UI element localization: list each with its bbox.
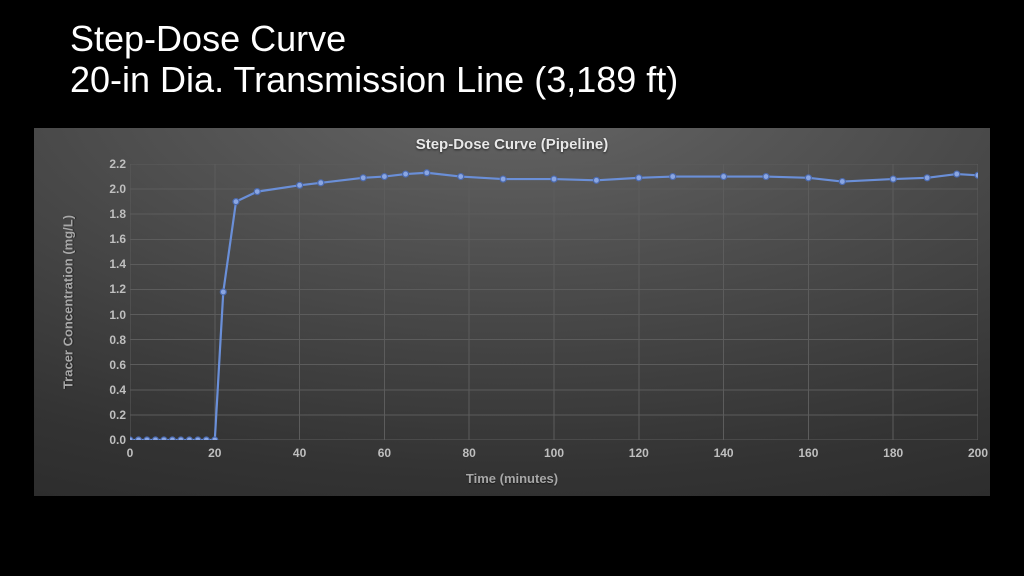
y-tick-label: 1.0	[86, 308, 126, 322]
chart-title: Step-Dose Curve (Pipeline)	[34, 136, 990, 153]
x-tick-label: 0	[127, 446, 134, 460]
y-tick-label: 1.2	[86, 282, 126, 296]
x-tick-label: 20	[208, 446, 221, 460]
y-tick-label: 2.0	[86, 182, 126, 196]
y-tick-label: 1.6	[86, 232, 126, 246]
title-line-1: Step-Dose Curve	[70, 18, 678, 59]
x-tick-label: 120	[629, 446, 649, 460]
x-tick-label: 180	[883, 446, 903, 460]
plot-area	[130, 164, 978, 440]
y-tick-label: 0.0	[86, 433, 126, 447]
x-tick-label: 200	[968, 446, 988, 460]
plot-svg	[130, 164, 978, 440]
x-tick-label: 60	[378, 446, 391, 460]
x-tick-label: 160	[798, 446, 818, 460]
chart-card: Step-Dose Curve (Pipeline) 0.0 0.2 0.4 0.6 0…	[34, 128, 990, 496]
gridlines	[130, 164, 978, 440]
x-axis-label: Time (minutes)	[34, 471, 990, 486]
y-tick-label: 0.2	[86, 408, 126, 422]
x-tick-label: 100	[544, 446, 564, 460]
slide: Step-Dose Curve 20-in Dia. Transmission …	[0, 0, 1024, 576]
y-tick-label: 0.4	[86, 383, 126, 397]
slide-title: Step-Dose Curve 20-in Dia. Transmission …	[70, 18, 678, 101]
y-tick-label: 2.2	[86, 157, 126, 171]
x-tick-label: 80	[463, 446, 476, 460]
y-tick-label: 1.8	[86, 207, 126, 221]
y-tick-label: 0.8	[86, 333, 126, 347]
x-tick-label: 140	[714, 446, 734, 460]
y-axis-label: Tracer Concentration (mg/L)	[61, 215, 76, 389]
x-tick-label: 40	[293, 446, 306, 460]
y-tick-label: 1.4	[86, 257, 126, 271]
title-line-2: 20-in Dia. Transmission Line (3,189 ft)	[70, 59, 678, 100]
y-tick-label: 0.6	[86, 358, 126, 372]
